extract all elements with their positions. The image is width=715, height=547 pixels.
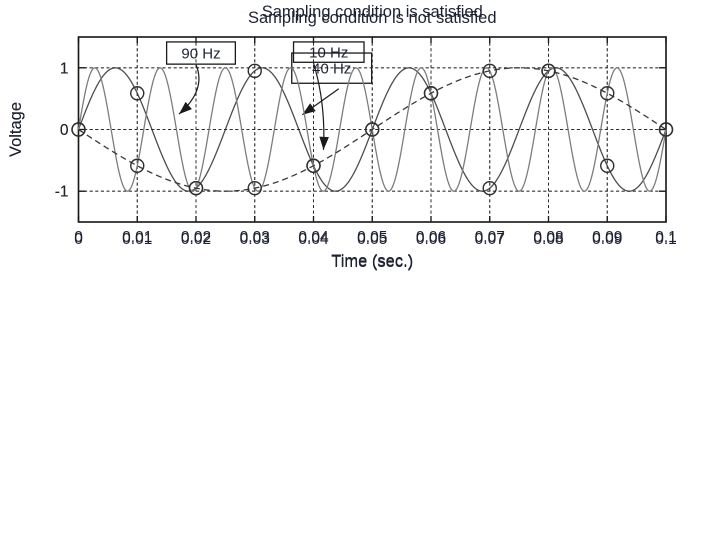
sample-marker [130,158,145,173]
sample-marker [306,158,321,173]
x-tick-label: 0.08 [533,231,563,248]
annotation-box [165,41,237,65]
sample-marker [658,122,674,137]
annotation-label: 40 Hz [312,61,351,78]
x-tick-label: 0.08 [533,229,563,246]
sample-marker [541,63,556,79]
y-axis-label: Voltage [7,102,25,157]
annotation-arrowhead [302,103,316,115]
x-tick-label: 0.05 [357,231,387,248]
x-tick-label: 0.1 [655,229,677,246]
annotation-arrowhead [319,136,329,150]
y-tick-label: -1 [55,184,69,201]
x-tick-label: 0.04 [298,229,329,246]
y-tick-label: 1 [60,60,69,77]
plot-title: Sampling condition is not satisfied [248,9,497,27]
x-tick-label: 0.01 [122,231,152,248]
sample-marker [423,86,439,101]
sample-marker [482,63,497,79]
x-tick-label: 0.03 [240,229,270,246]
x-axis-label: Time (sec.) [331,253,413,271]
x-tick-label: 0 [74,231,83,248]
sample-marker [600,86,615,101]
y-axis-label: Voltage [7,102,25,157]
x-tick-label: 0.1 [655,231,677,248]
sample-marker [365,122,380,137]
x-tick-label: 0.09 [592,231,622,248]
x-tick-label: 0.06 [416,231,446,248]
x-tick-label: 0.02 [181,229,211,246]
y-tick-label: -1 [55,184,69,201]
annotation-label: 90 Hz [181,46,220,63]
y-tick-label: 0 [60,122,69,139]
waveform-10-hz-aliased-wave [78,67,667,192]
y-tick-label: 0 [60,122,69,139]
x-tick-label: 0.01 [122,229,152,246]
annotation-arrowhead [178,101,192,115]
x-tick-label: 0.09 [592,229,622,246]
x-tick-label: 0.07 [475,231,505,248]
x-tick-label: 0.07 [475,229,505,246]
x-tick-label: 0.06 [416,229,446,246]
x-axis-label: Time (sec.) [331,252,413,270]
sample-marker [188,180,204,196]
x-tick-label: 0.05 [357,229,387,246]
x-tick-label: 0.04 [298,231,329,248]
sample-marker [247,180,262,196]
sample-marker [71,122,86,137]
annotation-label: 10 Hz [309,45,348,62]
y-tick-label: 1 [60,60,69,77]
x-tick-label: 0.02 [181,231,211,248]
x-tick-label: 0.03 [240,231,270,248]
x-tick-label: 0 [74,229,83,246]
chart-sampling-not-satisfied: 90 Hz 10 Hz Sampling condition is not sati… [7,9,677,271]
plot-title: Sampling condition is satisfied [262,3,483,21]
sample-markers [71,63,674,196]
annotation-box [292,41,365,63]
